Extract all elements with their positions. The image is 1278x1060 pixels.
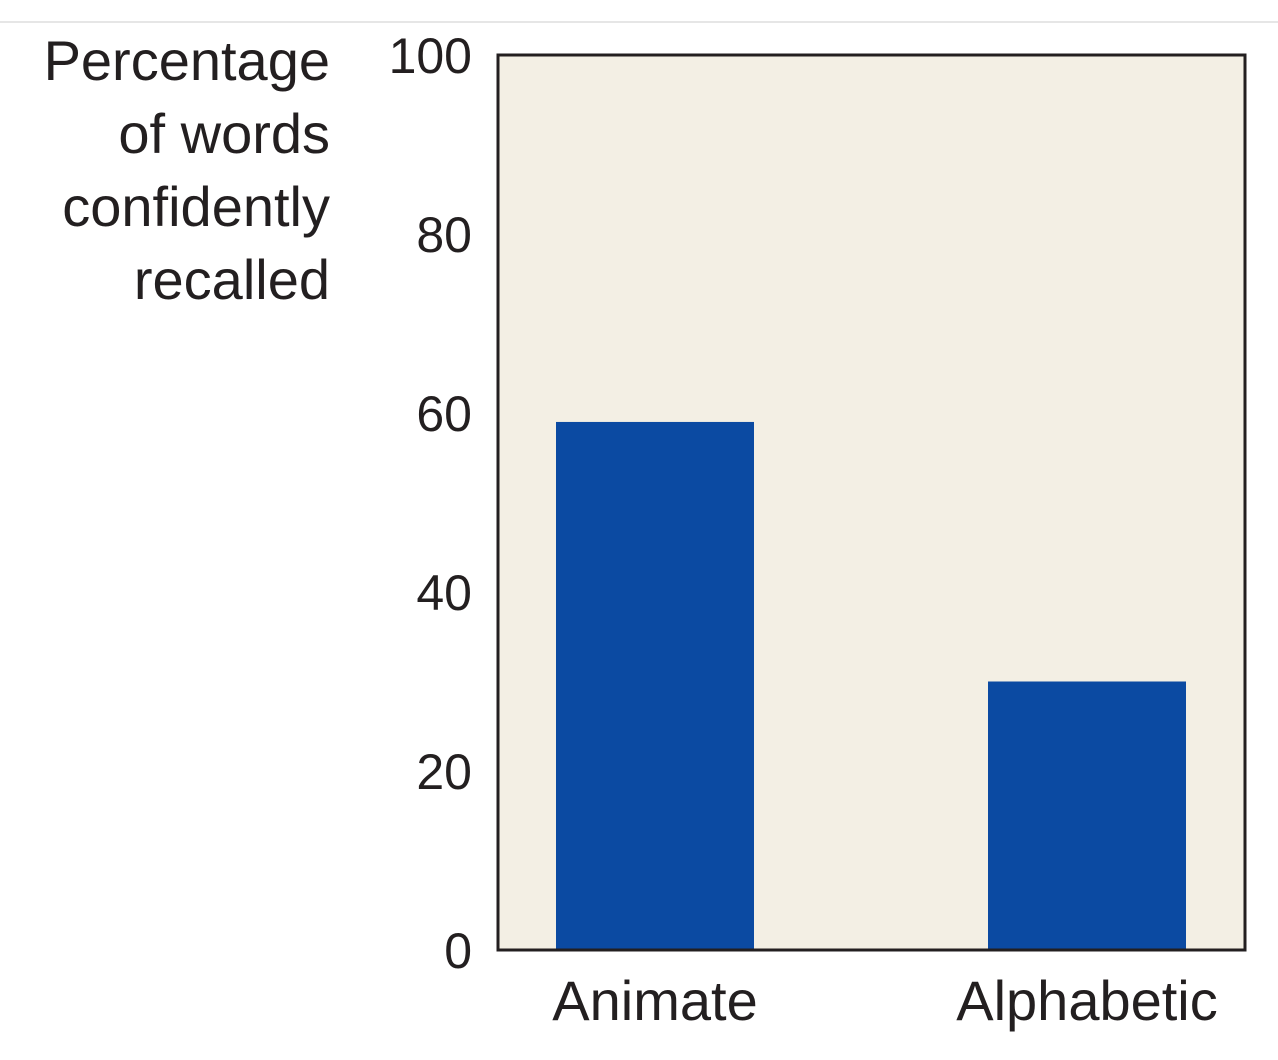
plot-frame — [496, 53, 1247, 952]
x-axis-categories: Animate Alphabetic — [552, 969, 1217, 1032]
bar-alphabetic — [988, 681, 1186, 950]
y-axis-label-line: recalled — [134, 248, 330, 311]
y-tick-label: 0 — [444, 923, 472, 979]
y-axis-label: Percentage of words confidently recalled — [44, 29, 330, 311]
y-tick-label: 20 — [416, 744, 472, 800]
x-category-label: Alphabetic — [956, 969, 1218, 1032]
y-tick-label: 80 — [416, 207, 472, 263]
y-tick-label: 60 — [416, 386, 472, 442]
bar-animate — [556, 421, 754, 950]
y-tick-label: 100 — [389, 28, 472, 84]
y-axis-label-line: confidently — [62, 175, 330, 238]
top-divider — [0, 21, 1278, 23]
bars-group — [556, 421, 1186, 950]
y-axis-label-line: of words — [118, 102, 330, 165]
y-axis-label-line: Percentage — [44, 29, 330, 92]
y-tick-label: 40 — [416, 565, 472, 621]
y-axis-ticks: 0 20 40 60 80 100 — [389, 28, 472, 979]
x-category-label: Animate — [552, 969, 757, 1032]
